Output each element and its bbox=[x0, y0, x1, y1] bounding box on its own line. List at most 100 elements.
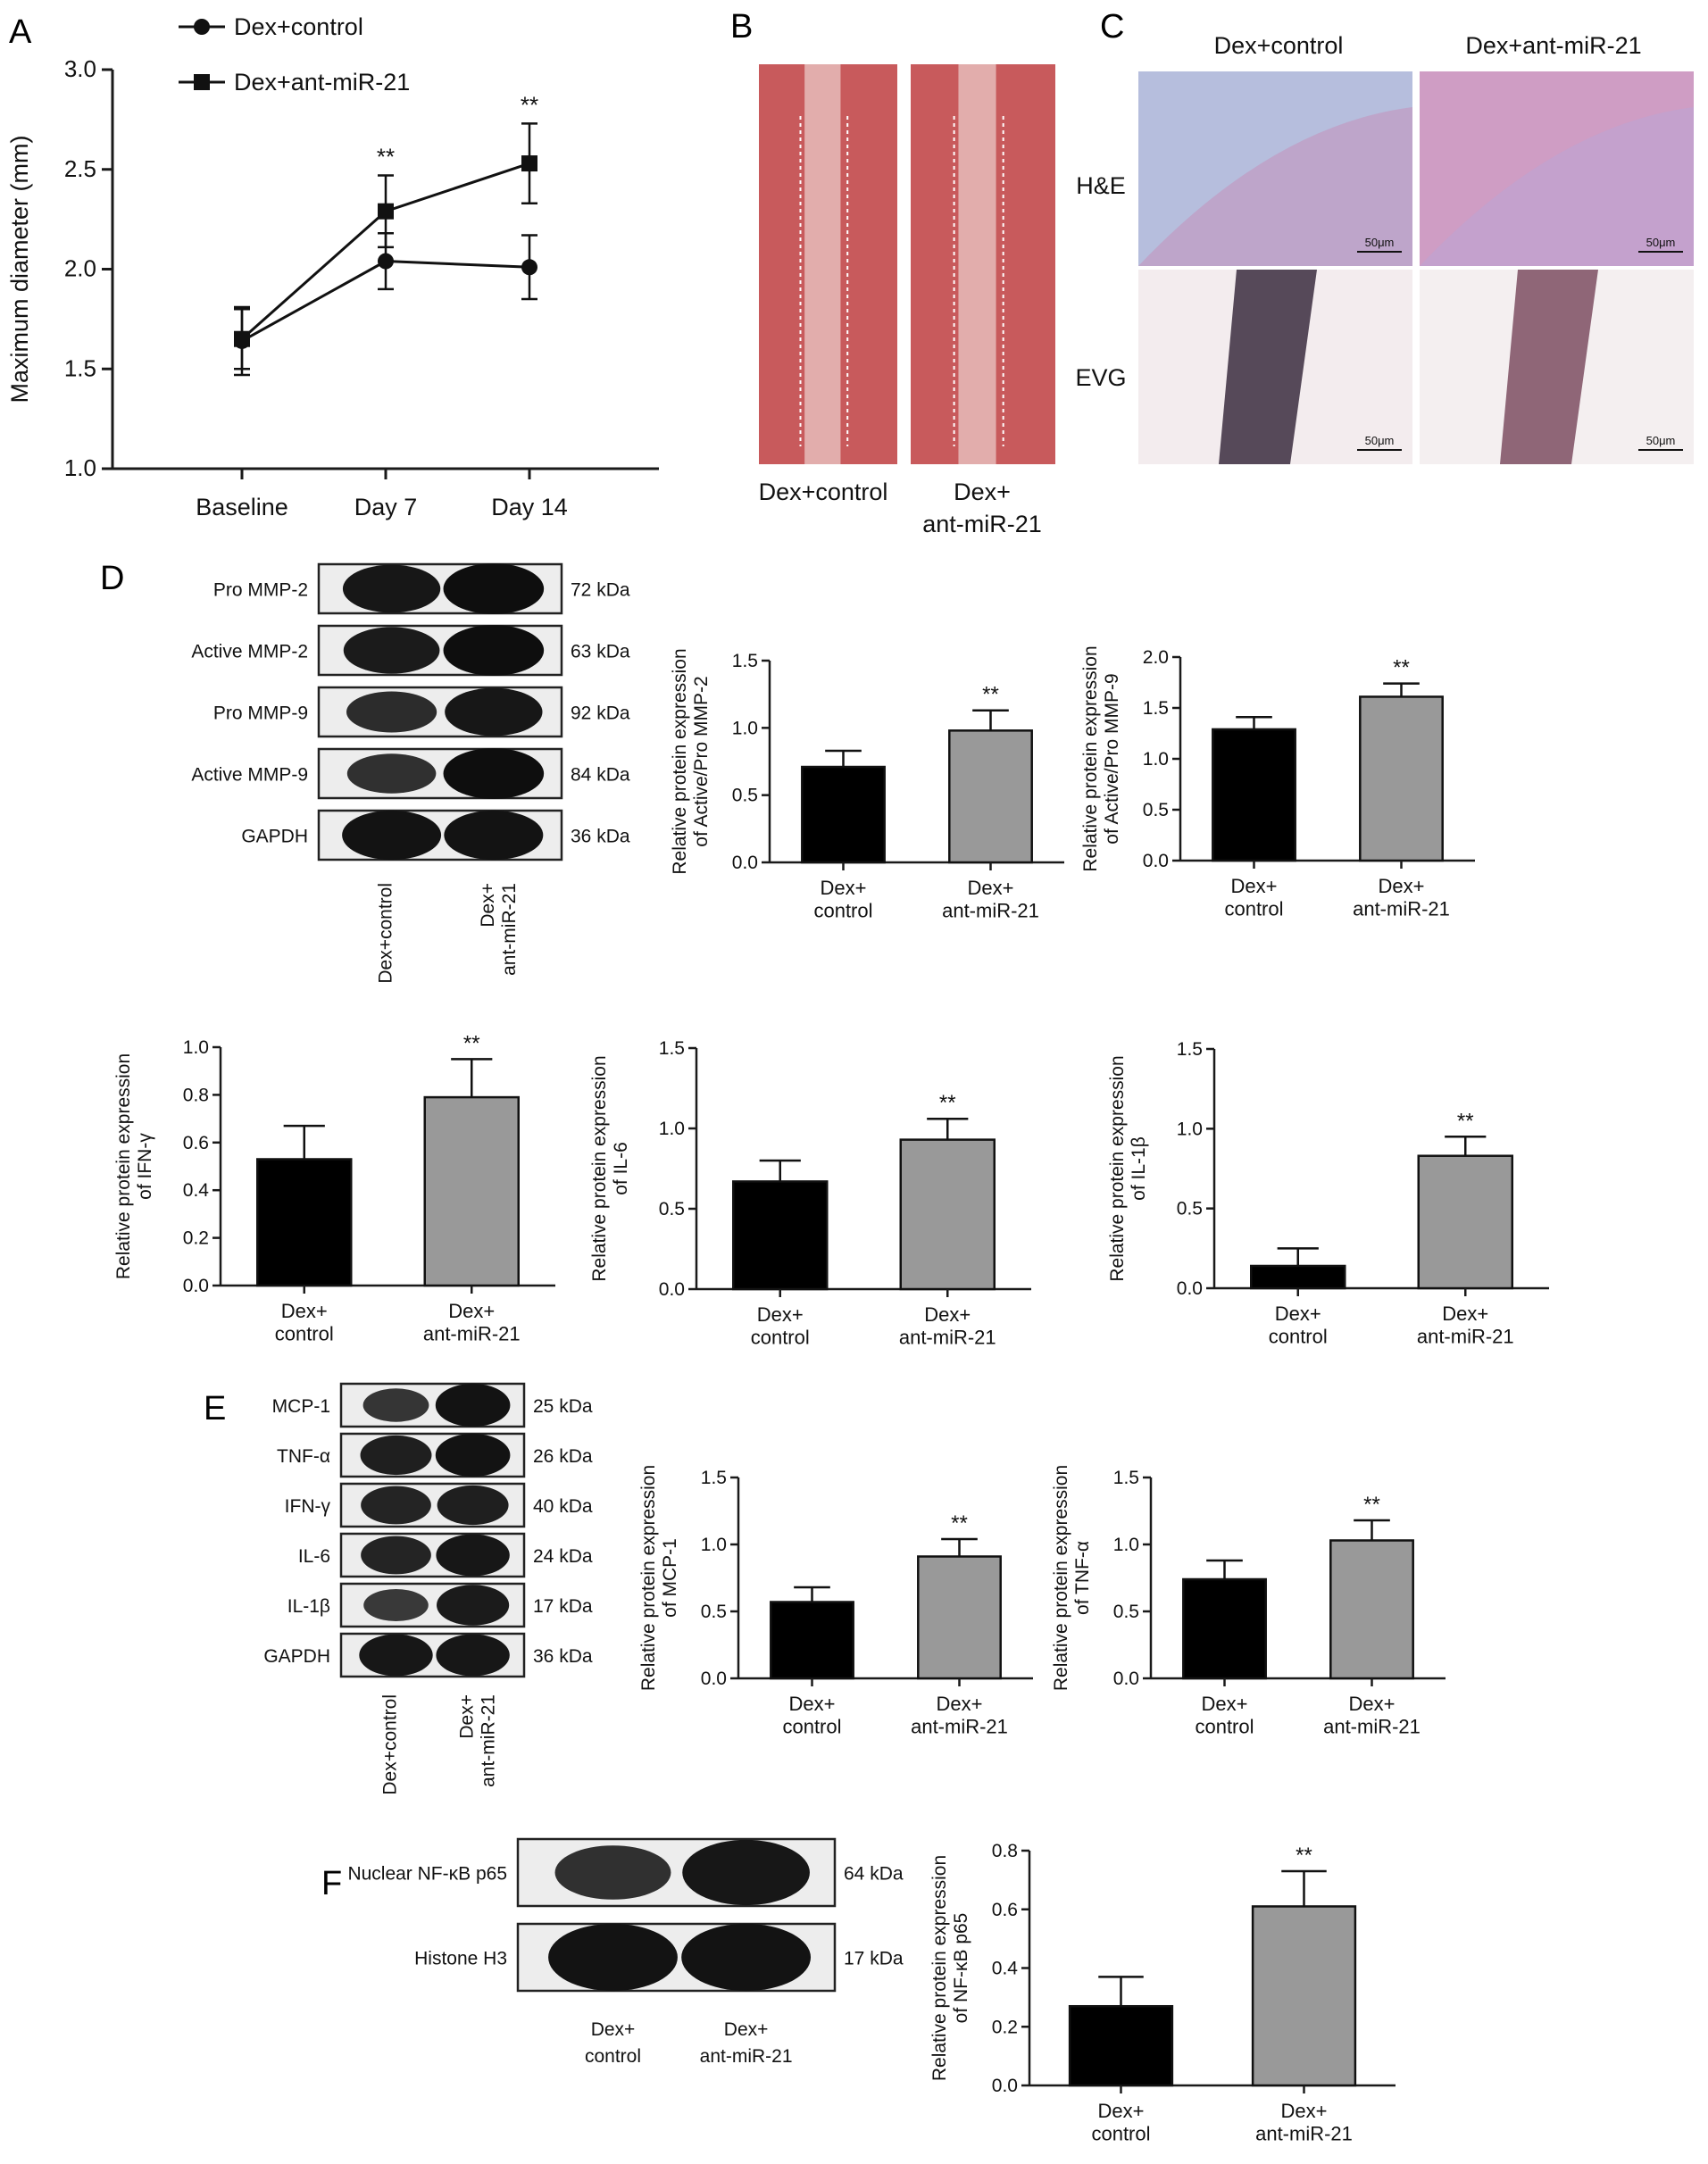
blot-row-label: IL-1β bbox=[287, 1596, 330, 1617]
bar bbox=[256, 1158, 353, 1287]
y-tick-label: 1.0 bbox=[183, 1037, 209, 1058]
y-tick-label: 0.8 bbox=[992, 1841, 1018, 1861]
blot-band bbox=[443, 748, 545, 799]
blot-band bbox=[681, 1923, 812, 1992]
tissue-stain bbox=[1219, 270, 1317, 464]
y-tick-label: 0.6 bbox=[992, 1900, 1018, 1920]
blot-kda-label: 63 kDa bbox=[571, 642, 630, 662]
blot-band bbox=[444, 810, 544, 861]
x-tick-label: Dex+ ant-miR-21 bbox=[423, 1300, 521, 1344]
legend-marker bbox=[194, 19, 210, 35]
y-tick-label: 0.0 bbox=[992, 2076, 1018, 2096]
blot-band bbox=[346, 691, 437, 733]
significance-label: ** bbox=[1296, 1844, 1312, 1868]
column-header: Dex+control bbox=[1214, 32, 1344, 59]
bar bbox=[1329, 1539, 1414, 1680]
bar bbox=[917, 1555, 1002, 1680]
blot-band bbox=[363, 1588, 429, 1622]
line-chart-a: 1.0 1.5 2.0 2.5 3.0 Baseline Day 7 Day 14 Maximu… bbox=[6, 13, 659, 520]
y-tick-label: 2.0 bbox=[64, 255, 96, 282]
panel-b-photos: Dex+control Dex+ ant-miR-21 bbox=[759, 64, 1055, 537]
bar bbox=[801, 765, 886, 864]
data-point bbox=[378, 203, 394, 220]
x-tick-label: Dex+ ant-miR-21 bbox=[899, 1303, 996, 1348]
blot-kda-label: 72 kDa bbox=[571, 580, 630, 601]
y-tick-label: 1.0 bbox=[659, 1119, 685, 1139]
bar bbox=[1182, 1577, 1267, 1680]
bar bbox=[948, 729, 1033, 864]
bar-chart-d3: 0.0 0.2 0.4 0.6 0.8 1.0 Dex+ control Dex+ ant-miR… bbox=[113, 1031, 555, 1344]
blot-kda-label: 84 kDa bbox=[571, 765, 630, 786]
y-tick-label: 0.6 bbox=[183, 1133, 209, 1153]
significance-label: ** bbox=[951, 1511, 968, 1536]
y-axis-label: Maximum diameter (mm) bbox=[6, 135, 33, 403]
blot-row-label: Pro MMP-9 bbox=[213, 703, 308, 724]
y-axis-label: Relative protein expressionof IL-1β bbox=[1107, 1055, 1149, 1281]
significance-label: ** bbox=[1457, 1109, 1474, 1133]
aorta-segment bbox=[958, 64, 996, 464]
y-tick-label: 0.5 bbox=[732, 786, 758, 806]
y-tick-label: 0.0 bbox=[732, 853, 758, 873]
y-axis-label: Relative protein expressionof MCP-1 bbox=[638, 1465, 680, 1691]
bar-chart-d1: 0.0 0.5 1.0 1.5 Dex+ control Dex+ ant-miR-21 ** R… bbox=[670, 648, 1064, 921]
bar-chart-e2: 0.0 0.5 1.0 1.5 Dex+ control Dex+ ant-miR-21 ** R… bbox=[1051, 1465, 1446, 1737]
blot-kda-label: 26 kDa bbox=[533, 1446, 593, 1467]
blot-row-label: TNF-α bbox=[277, 1446, 330, 1467]
tissue-stain bbox=[1420, 107, 1694, 266]
panel-letter-d: D bbox=[100, 560, 124, 597]
photo-caption: Dex+ ant-miR-21 bbox=[922, 479, 1042, 537]
blot-row-label: Nuclear NF-κB p65 bbox=[347, 1864, 507, 1885]
blot-kda-label: 17 kDa bbox=[533, 1596, 593, 1617]
blot-row-label: Active MMP-2 bbox=[191, 642, 308, 662]
significance-label: ** bbox=[1363, 1493, 1380, 1517]
y-tick-label: 1.5 bbox=[64, 354, 96, 381]
blot-row-label: Pro MMP-2 bbox=[213, 580, 308, 601]
y-tick-label: 1.5 bbox=[1113, 1468, 1139, 1488]
blot-band bbox=[342, 810, 442, 861]
blot-band bbox=[436, 1634, 510, 1677]
bar bbox=[1068, 2004, 1174, 2087]
blot-band bbox=[682, 1839, 810, 1906]
x-tick-label: Dex+ control bbox=[1091, 2100, 1150, 2144]
bar bbox=[1212, 728, 1296, 862]
y-axis-label: Relative protein expressionof Active/Pro… bbox=[1080, 645, 1122, 871]
blot-band bbox=[435, 1433, 511, 1477]
blot-band bbox=[342, 564, 441, 613]
blot-band bbox=[435, 1383, 511, 1427]
significance-label: ** bbox=[1393, 656, 1410, 680]
blot-kda-label: 36 kDa bbox=[571, 827, 630, 847]
y-tick-label: 0.0 bbox=[701, 1669, 727, 1689]
blot-band bbox=[443, 563, 545, 614]
blot-lane-label: Dex+ant-miR-21 bbox=[700, 2019, 793, 2067]
y-tick-label: 0.5 bbox=[701, 1602, 727, 1622]
blot-lane-label: Dex+control bbox=[376, 883, 396, 984]
x-tick-label: Dex+ ant-miR-21 bbox=[1353, 875, 1450, 920]
tissue-stain bbox=[1500, 270, 1598, 464]
blot-band bbox=[359, 1634, 433, 1677]
row-header: H&E bbox=[1076, 172, 1126, 199]
blot-row-label: GAPDH bbox=[241, 827, 308, 847]
bar-chart-d2: 0.0 0.5 1.0 1.5 2.0 Dex+ control Dex+ ant-miR-21… bbox=[1080, 645, 1475, 920]
y-tick-label: 0.4 bbox=[992, 1959, 1019, 1979]
y-axis-label: Relative protein expressionof IL-6 bbox=[589, 1055, 631, 1281]
x-tick-label: Dex+ control bbox=[275, 1300, 334, 1344]
bar bbox=[732, 1180, 829, 1291]
y-tick-label: 1.0 bbox=[732, 718, 758, 738]
blot-band bbox=[361, 1486, 431, 1525]
blot-lane-label: Dex+ant-miR-21 bbox=[457, 1694, 499, 1787]
x-tick-label: Dex+ ant-miR-21 bbox=[1255, 2100, 1353, 2144]
bar bbox=[1359, 695, 1444, 862]
blot-row-label: MCP-1 bbox=[272, 1396, 330, 1417]
y-tick-label: 1.5 bbox=[701, 1468, 727, 1488]
blot-kda-label: 40 kDa bbox=[533, 1496, 593, 1517]
significance-label: ** bbox=[377, 143, 395, 170]
blot-kda-label: 17 kDa bbox=[844, 1949, 904, 1969]
y-tick-label: 2.0 bbox=[1143, 647, 1169, 668]
blot-band bbox=[554, 1845, 671, 1900]
x-tick-label: Dex+ ant-miR-21 bbox=[942, 877, 1039, 921]
column-header: Dex+ant-miR-21 bbox=[1465, 32, 1641, 59]
legend-label: Dex+ant-miR-21 bbox=[234, 69, 410, 96]
y-tick-label: 0.5 bbox=[659, 1199, 685, 1219]
bar bbox=[770, 1601, 854, 1680]
blot-kda-label: 36 kDa bbox=[533, 1646, 593, 1667]
